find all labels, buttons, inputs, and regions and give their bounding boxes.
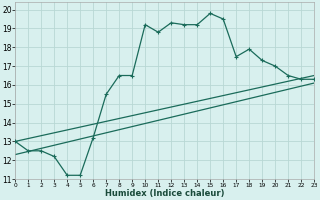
X-axis label: Humidex (Indice chaleur): Humidex (Indice chaleur): [105, 189, 224, 198]
